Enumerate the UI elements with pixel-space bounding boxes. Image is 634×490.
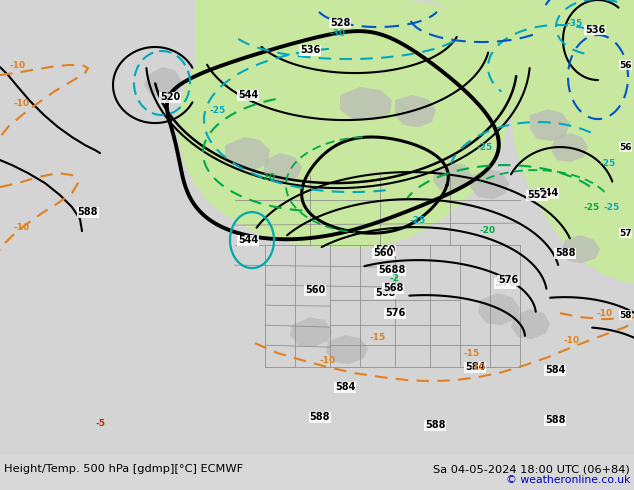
Text: 588: 588 [425, 420, 445, 430]
Polygon shape [560, 0, 634, 27]
Text: -25: -25 [584, 202, 600, 212]
Text: 576: 576 [498, 275, 518, 285]
Text: 536: 536 [300, 45, 320, 55]
Text: -25: -25 [210, 105, 226, 115]
Text: 568: 568 [385, 265, 405, 275]
Text: -2: -2 [390, 273, 400, 283]
Text: -20: -20 [480, 225, 496, 235]
Text: 57: 57 [619, 229, 632, 238]
Text: -15: -15 [464, 349, 480, 358]
Text: -30: -30 [330, 28, 346, 38]
Text: 588: 588 [555, 248, 575, 258]
Text: -10: -10 [10, 61, 26, 70]
Text: -25: -25 [600, 159, 616, 168]
Text: 568: 568 [375, 288, 395, 298]
Polygon shape [478, 293, 520, 325]
Text: -10: -10 [14, 98, 30, 107]
Text: -25: -25 [410, 216, 426, 224]
Text: 576: 576 [385, 308, 405, 318]
Text: 576: 576 [495, 278, 515, 288]
Polygon shape [561, 235, 600, 263]
Text: 588: 588 [78, 207, 98, 217]
Polygon shape [340, 87, 392, 120]
Text: 56: 56 [619, 143, 632, 151]
Text: -25: -25 [604, 202, 620, 212]
Text: 560: 560 [373, 248, 393, 258]
Text: 584: 584 [335, 382, 355, 392]
Text: 536: 536 [585, 25, 605, 35]
Text: 544: 544 [238, 90, 258, 100]
Text: -20: -20 [260, 172, 276, 182]
Text: Sa 04-05-2024 18:00 UTC (06+84): Sa 04-05-2024 18:00 UTC (06+84) [433, 464, 630, 474]
Text: -10: -10 [564, 336, 580, 344]
Polygon shape [263, 153, 302, 183]
Text: 584: 584 [545, 365, 565, 375]
Text: 552: 552 [527, 190, 547, 200]
Text: -10: -10 [470, 363, 486, 372]
Text: 584: 584 [465, 362, 485, 372]
Polygon shape [511, 309, 550, 339]
Text: 588: 588 [310, 412, 330, 422]
Text: 58: 58 [619, 311, 632, 319]
Text: 560: 560 [375, 245, 395, 255]
Text: 520: 520 [160, 92, 180, 102]
Text: -5: -5 [95, 418, 105, 428]
Text: -15: -15 [370, 333, 386, 342]
Text: 568: 568 [378, 265, 398, 275]
Text: 544: 544 [238, 235, 258, 245]
Polygon shape [225, 137, 270, 170]
Text: 544: 544 [538, 188, 558, 198]
Polygon shape [178, 0, 510, 248]
Polygon shape [551, 133, 588, 162]
Polygon shape [433, 163, 472, 191]
Polygon shape [290, 317, 332, 347]
Polygon shape [144, 67, 182, 98]
Text: -10: -10 [597, 309, 613, 318]
Text: © weatheronline.co.uk: © weatheronline.co.uk [505, 475, 630, 485]
Text: -10: -10 [14, 222, 30, 232]
Text: 528: 528 [330, 18, 350, 28]
Polygon shape [470, 169, 509, 199]
Text: Height/Temp. 500 hPa [gdmp][°C] ECMWF: Height/Temp. 500 hPa [gdmp][°C] ECMWF [4, 464, 243, 474]
Text: 588: 588 [545, 415, 566, 425]
Polygon shape [530, 109, 570, 141]
Text: 560: 560 [305, 285, 325, 295]
Text: 56: 56 [619, 61, 632, 70]
Text: -10: -10 [320, 356, 336, 365]
Text: -35: -35 [567, 19, 583, 27]
Polygon shape [326, 335, 368, 364]
Text: 568: 568 [383, 283, 403, 293]
Text: -25: -25 [477, 143, 493, 151]
Polygon shape [395, 95, 436, 127]
Polygon shape [430, 0, 634, 284]
Polygon shape [295, 0, 395, 30]
